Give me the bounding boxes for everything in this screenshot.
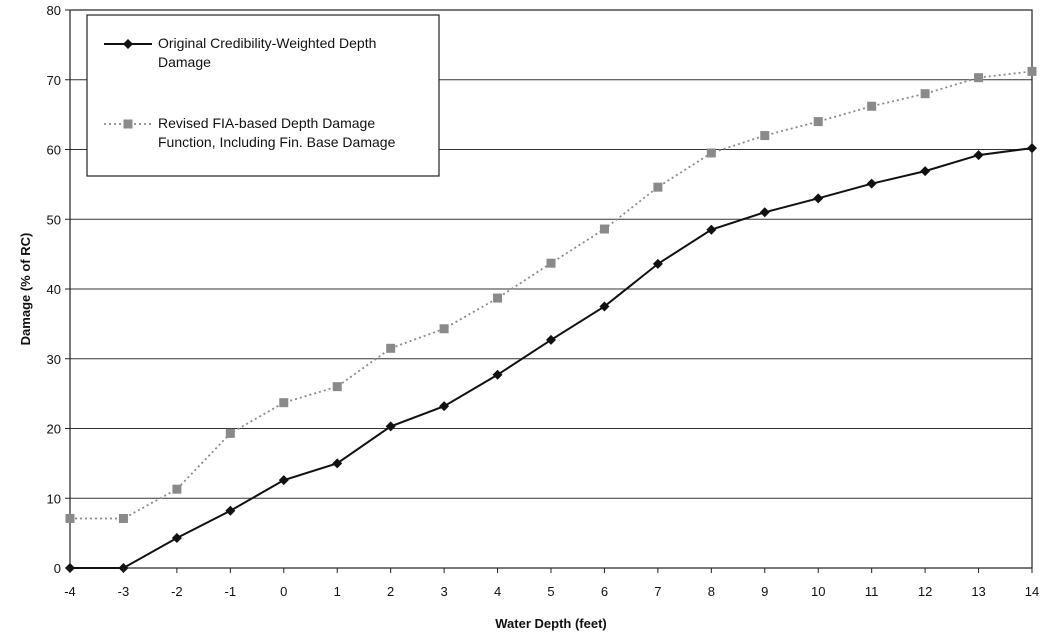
x-tick-label: 10 [811,584,825,599]
y-tick-label: 0 [54,561,61,576]
series-line [70,147,1033,569]
legend-marker [123,119,133,129]
data-point [920,166,931,177]
data-point [171,533,182,544]
data-point [65,513,75,523]
y-tick-label: 70 [47,73,61,88]
x-tick-label: 0 [280,584,287,599]
legend: Original Credibility-Weighted Depth Damag… [86,14,440,177]
x-tick-label: 2 [387,584,394,599]
data-point [652,258,663,269]
data-point [332,458,343,469]
data-point [278,475,289,486]
data-point [439,401,450,412]
x-tick-label: 9 [761,584,768,599]
x-tick-label: 14 [1025,584,1039,599]
data-point [493,293,503,303]
y-tick-label: 50 [47,212,61,227]
x-tick-label: 1 [334,584,341,599]
data-point [813,193,824,204]
data-point [813,117,823,127]
legend-item: Revised FIA-based Depth Damage Function, … [104,115,396,150]
x-tick-label: -1 [225,584,237,599]
y-axis-title: Damage (% of RC) [18,233,33,346]
data-point [546,258,556,268]
y-tick-label: 10 [47,491,61,506]
x-tick-label: 12 [918,584,932,599]
data-point [866,178,877,189]
legend-marker [123,39,133,49]
data-point [867,101,877,111]
y-tick-label: 60 [47,143,61,158]
data-point [653,182,663,192]
legend-label: Damage [158,54,211,70]
x-tick-label: 13 [971,584,985,599]
legend-items: Original Credibility-Weighted Depth Damag… [104,35,396,150]
y-tick-label: 80 [47,3,61,18]
y-tick-label: 20 [47,422,61,437]
x-tick-label: 4 [494,584,501,599]
data-point [599,301,610,312]
x-tick-label: 7 [654,584,661,599]
data-point [599,224,609,234]
data-point [706,224,717,235]
y-tick-label: 40 [47,282,61,297]
legend-label: Revised FIA-based Depth Damage [158,115,375,131]
data-point [920,89,930,99]
legend-box [86,14,440,177]
data-point [118,513,128,523]
x-tick-label: 5 [547,584,554,599]
data-point [332,382,342,392]
data-point [1027,143,1037,154]
x-tick-label: 6 [601,584,608,599]
data-point [760,131,770,141]
data-point [386,343,396,353]
data-point [385,421,396,432]
data-point [759,207,770,218]
data-point [225,428,235,438]
data-point [546,334,556,345]
y-tick-label: 30 [47,352,61,367]
x-tick-label: -4 [64,584,76,599]
data-point [973,150,984,161]
data-point [439,324,449,334]
x-tick-label: 3 [440,584,447,599]
data-point [974,73,984,83]
x-tick-label: 8 [708,584,715,599]
x-tick-label: -3 [118,584,130,599]
data-point [279,398,289,408]
legend-label: Function, Including Fin. Base Damage [158,134,396,150]
data-point [172,484,182,494]
series-2 [65,66,1037,523]
x-axis-title: Water Depth (feet) [495,616,606,631]
legend-item: Original Credibility-Weighted Depth Damag… [104,35,376,70]
series-1 [65,143,1037,573]
x-tick-label: -2 [171,584,183,599]
x-tick-label: 11 [865,584,879,599]
data-point [492,369,503,380]
data-point [706,148,716,158]
data-point [1027,66,1037,76]
data-point [225,505,236,516]
legend-label: Original Credibility-Weighted Depth [158,35,376,51]
